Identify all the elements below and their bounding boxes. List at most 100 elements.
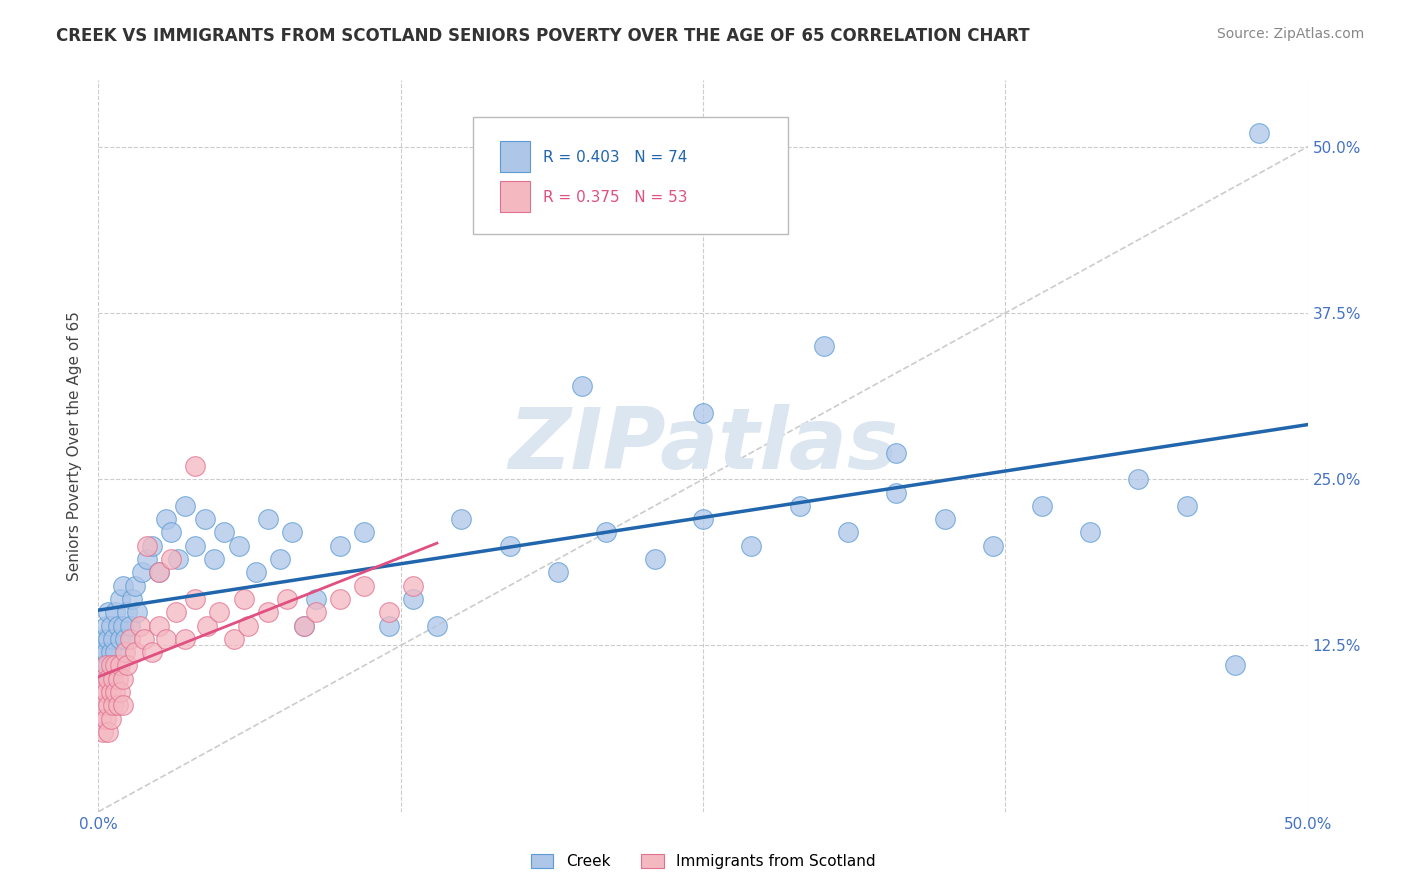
Point bbox=[134, 632, 156, 646]
Point bbox=[426, 618, 449, 632]
Point bbox=[167, 552, 190, 566]
Point bbox=[329, 591, 352, 606]
Point bbox=[155, 632, 177, 646]
Point bbox=[104, 645, 127, 659]
Point bbox=[107, 698, 129, 713]
Point bbox=[114, 645, 136, 659]
Point bbox=[886, 445, 908, 459]
Point bbox=[141, 539, 163, 553]
Point bbox=[837, 525, 859, 540]
Point bbox=[118, 618, 141, 632]
Point bbox=[97, 658, 120, 673]
Text: Source: ZipAtlas.com: Source: ZipAtlas.com bbox=[1216, 27, 1364, 41]
Point bbox=[305, 591, 328, 606]
Point bbox=[276, 591, 298, 606]
Point bbox=[402, 579, 425, 593]
Point bbox=[90, 712, 112, 726]
Point bbox=[91, 725, 114, 739]
Point bbox=[94, 658, 117, 673]
Point bbox=[94, 712, 117, 726]
Point bbox=[117, 658, 139, 673]
Point bbox=[329, 539, 352, 553]
Point bbox=[124, 579, 146, 593]
Point bbox=[111, 579, 134, 593]
Point bbox=[97, 605, 120, 619]
Point bbox=[212, 525, 235, 540]
Point bbox=[204, 552, 226, 566]
Text: R = 0.403   N = 74: R = 0.403 N = 74 bbox=[543, 150, 688, 165]
Text: R = 0.375   N = 53: R = 0.375 N = 53 bbox=[543, 190, 688, 205]
Point bbox=[94, 672, 117, 686]
Point bbox=[740, 539, 762, 553]
Point bbox=[305, 605, 328, 619]
Point bbox=[155, 512, 177, 526]
Point bbox=[108, 632, 131, 646]
Point bbox=[101, 658, 124, 673]
Point bbox=[104, 658, 127, 673]
Point bbox=[101, 672, 124, 686]
Point bbox=[104, 605, 127, 619]
Point bbox=[91, 672, 114, 686]
Point bbox=[101, 698, 124, 713]
Point bbox=[644, 552, 666, 566]
Point bbox=[97, 632, 120, 646]
Point bbox=[128, 618, 150, 632]
Point bbox=[692, 406, 714, 420]
Point bbox=[402, 591, 425, 606]
Point bbox=[184, 591, 207, 606]
Point bbox=[184, 539, 207, 553]
Text: ZIPatlas: ZIPatlas bbox=[508, 404, 898, 488]
Point bbox=[184, 458, 207, 473]
Point bbox=[692, 512, 714, 526]
Point bbox=[256, 605, 278, 619]
Point bbox=[100, 645, 122, 659]
Point bbox=[160, 552, 183, 566]
Point bbox=[1249, 127, 1271, 141]
Point bbox=[117, 605, 139, 619]
Point bbox=[108, 685, 131, 699]
Point bbox=[121, 591, 143, 606]
Point bbox=[104, 685, 127, 699]
Legend: Creek, Immigrants from Scotland: Creek, Immigrants from Scotland bbox=[524, 848, 882, 875]
Point bbox=[1128, 472, 1150, 486]
Point bbox=[114, 632, 136, 646]
Point bbox=[195, 618, 218, 632]
Point bbox=[232, 591, 254, 606]
Point bbox=[108, 658, 131, 673]
Point bbox=[1031, 499, 1053, 513]
Point bbox=[101, 632, 124, 646]
Point bbox=[981, 539, 1004, 553]
Point bbox=[174, 632, 197, 646]
Point bbox=[292, 618, 315, 632]
Point bbox=[118, 632, 141, 646]
Point bbox=[450, 512, 472, 526]
Point bbox=[547, 566, 569, 580]
Bar bbox=[501, 141, 530, 171]
Point bbox=[100, 685, 122, 699]
Point bbox=[111, 698, 134, 713]
Point bbox=[222, 632, 245, 646]
Point bbox=[1223, 658, 1246, 673]
Point bbox=[377, 605, 399, 619]
Point bbox=[107, 672, 129, 686]
Point bbox=[353, 525, 375, 540]
Point bbox=[1078, 525, 1101, 540]
Point bbox=[94, 645, 117, 659]
Point bbox=[141, 645, 163, 659]
Point bbox=[571, 379, 593, 393]
Point bbox=[813, 339, 835, 353]
Point bbox=[148, 566, 170, 580]
Point bbox=[90, 645, 112, 659]
Point bbox=[165, 605, 187, 619]
Point bbox=[148, 618, 170, 632]
Point bbox=[97, 698, 120, 713]
Point bbox=[107, 658, 129, 673]
Point bbox=[595, 525, 617, 540]
Point bbox=[97, 672, 120, 686]
Text: CREEK VS IMMIGRANTS FROM SCOTLAND SENIORS POVERTY OVER THE AGE OF 65 CORRELATION: CREEK VS IMMIGRANTS FROM SCOTLAND SENIOR… bbox=[56, 27, 1029, 45]
Point bbox=[934, 512, 956, 526]
Point bbox=[498, 539, 520, 553]
Point bbox=[91, 632, 114, 646]
Point bbox=[292, 618, 315, 632]
Y-axis label: Seniors Poverty Over the Age of 65: Seniors Poverty Over the Age of 65 bbox=[67, 311, 83, 581]
